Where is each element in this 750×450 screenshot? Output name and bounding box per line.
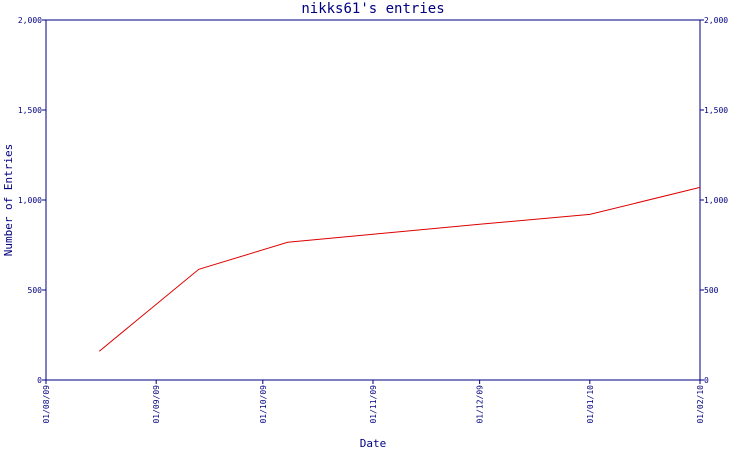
y-tick-left-label: 1,500 — [18, 106, 42, 115]
x-tick-label: 01/10/09 — [259, 385, 268, 424]
x-axis-label: Date — [360, 437, 387, 450]
y-tick-left-label: 500 — [28, 286, 43, 295]
series-line — [98, 186, 701, 352]
y-axis-right: 0 500 1,000 1,500 2,000 — [700, 16, 728, 385]
y-tick-right-label: 1,500 — [704, 106, 728, 115]
series-layer — [98, 186, 701, 352]
x-tick-label: 01/09/09 — [152, 385, 161, 424]
y-tick-right-label: 1,000 — [704, 196, 728, 205]
y-axis-left: 0 500 1,000 1,500 2,000 — [18, 16, 46, 385]
x-tick-label: 01/12/09 — [476, 385, 485, 424]
x-tick-label: 01/08/09 — [42, 385, 51, 424]
x-tick-label: 01/02/10 — [696, 385, 705, 424]
x-axis: 01/08/09 01/09/09 01/10/09 01/11/09 01/12/09… — [42, 380, 705, 424]
y-tick-left-label: 0 — [37, 376, 42, 385]
y-tick-left-label: 2,000 — [18, 16, 42, 25]
chart-title: nikks61's entries — [301, 1, 444, 17]
y-tick-right-label: 2,000 — [704, 16, 728, 25]
y-tick-right-label: 0 — [704, 376, 709, 385]
plot-frame — [45, 19, 701, 381]
y-tick-left-label: 1,000 — [18, 196, 42, 205]
y-axis-label: Number of Entries — [2, 144, 15, 257]
y-tick-right-label: 500 — [704, 286, 719, 295]
x-tick-label: 01/11/09 — [369, 385, 378, 424]
x-tick-label: 01/01/10 — [586, 385, 595, 424]
